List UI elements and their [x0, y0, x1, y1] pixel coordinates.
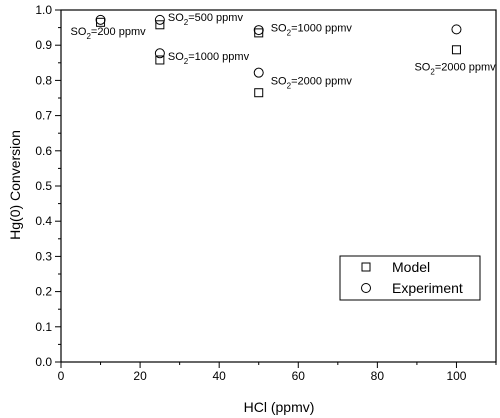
- y-tick-label: 0.3: [35, 249, 52, 263]
- model-point: [155, 20, 165, 30]
- y-tick-label: 0.6: [35, 144, 52, 158]
- y-tick-label: 0.7: [35, 109, 52, 123]
- y-tick-label: 1.0: [35, 3, 52, 17]
- data-points: [95, 14, 462, 98]
- x-tick-label: 0: [58, 369, 65, 383]
- x-axis-label: HCl (ppmv): [244, 399, 315, 415]
- annotations: SO2=200 ppmv SO2=500 ppmv SO2=1000 ppmv SO2…: [71, 12, 497, 90]
- y-axis-label: Hg(0) Conversion: [7, 130, 23, 240]
- so2-annotation: SO2=200 ppmv: [71, 26, 147, 41]
- legend-experiment-label: Experiment: [392, 280, 463, 296]
- model-point: [254, 88, 264, 98]
- model-point: [96, 17, 106, 27]
- legend-experiment-marker: [361, 283, 371, 293]
- model-point: [155, 55, 165, 65]
- plot-frame: [60, 9, 497, 363]
- y-tick-label: 0.9: [35, 38, 52, 52]
- experiment-point: [154, 48, 165, 59]
- model-point: [254, 28, 264, 38]
- experiment-point: [154, 14, 165, 25]
- legend-model-label: Model: [392, 259, 430, 275]
- y-tick-label: 0.0: [35, 355, 52, 369]
- legend: Model Experiment: [339, 255, 481, 301]
- y-tick-label: 0.1: [35, 320, 52, 334]
- experiment-point: [451, 24, 462, 35]
- so2-annotation: SO2=500 ppmv: [168, 12, 244, 27]
- y-tick-label: 0.2: [35, 285, 52, 299]
- model-point: [451, 45, 461, 55]
- axes: [60, 9, 497, 363]
- x-tick-label: 80: [371, 369, 385, 383]
- so2-annotation: SO2=2000 ppmv: [414, 61, 496, 76]
- so2-annotation: SO2=1000 ppmv: [168, 51, 250, 66]
- experiment-point: [253, 67, 264, 78]
- legend-model-marker: [361, 262, 371, 272]
- ticks: 0 20 40 60 80 100 0.0 0.1 0.2 0.3 0.4 0.5 0.6 0.7 0.8 0…: [35, 3, 497, 383]
- x-tick-label: 20: [133, 369, 147, 383]
- experiment-point: [253, 25, 264, 36]
- y-tick-label: 0.5: [35, 179, 52, 193]
- y-tick-label: 0.8: [35, 73, 52, 87]
- x-tick-label: 40: [213, 369, 227, 383]
- y-tick-label: 0.4: [35, 214, 52, 228]
- so2-annotation: SO2=1000 ppmv: [271, 23, 353, 38]
- x-tick-label: 100: [446, 369, 466, 383]
- x-tick-label: 60: [292, 369, 306, 383]
- experiment-point: [95, 14, 106, 25]
- so2-annotation: SO2=2000 ppmv: [271, 75, 353, 90]
